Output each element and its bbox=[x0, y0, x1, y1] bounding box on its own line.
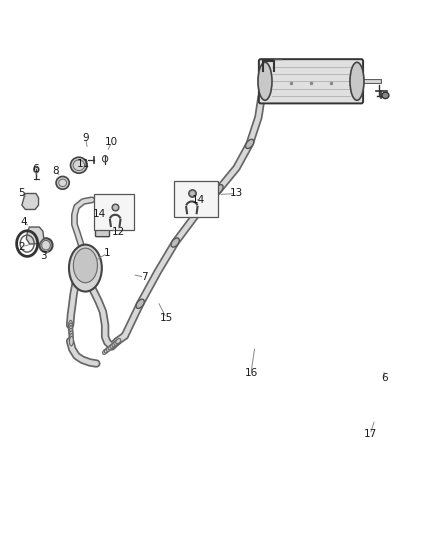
Ellipse shape bbox=[110, 343, 115, 348]
Ellipse shape bbox=[42, 240, 50, 250]
Text: 14: 14 bbox=[93, 209, 106, 219]
Ellipse shape bbox=[69, 334, 73, 343]
Ellipse shape bbox=[69, 323, 73, 333]
Ellipse shape bbox=[73, 248, 97, 282]
Text: 3: 3 bbox=[40, 251, 47, 261]
Text: 12: 12 bbox=[112, 227, 125, 237]
Ellipse shape bbox=[69, 326, 73, 335]
Ellipse shape bbox=[246, 139, 254, 149]
Text: 17: 17 bbox=[364, 430, 377, 439]
Text: 7: 7 bbox=[141, 272, 148, 282]
Text: 11: 11 bbox=[77, 159, 90, 169]
FancyBboxPatch shape bbox=[95, 225, 110, 237]
Text: 15: 15 bbox=[160, 313, 173, 323]
Ellipse shape bbox=[59, 179, 67, 187]
Polygon shape bbox=[26, 227, 44, 244]
Polygon shape bbox=[22, 193, 39, 209]
Ellipse shape bbox=[69, 328, 73, 338]
Ellipse shape bbox=[69, 245, 102, 292]
Ellipse shape bbox=[56, 176, 69, 189]
Text: 5: 5 bbox=[18, 188, 25, 198]
Ellipse shape bbox=[116, 338, 121, 344]
Ellipse shape bbox=[102, 349, 108, 354]
Text: 1: 1 bbox=[104, 248, 111, 258]
Text: 16: 16 bbox=[244, 368, 258, 378]
Ellipse shape bbox=[171, 238, 179, 247]
Ellipse shape bbox=[114, 340, 119, 345]
Ellipse shape bbox=[69, 336, 74, 346]
Text: 13: 13 bbox=[230, 189, 243, 198]
Ellipse shape bbox=[39, 238, 53, 252]
Text: 10: 10 bbox=[105, 138, 118, 147]
Text: 9: 9 bbox=[82, 133, 89, 142]
FancyBboxPatch shape bbox=[94, 194, 134, 230]
Ellipse shape bbox=[104, 348, 110, 353]
Ellipse shape bbox=[215, 184, 223, 194]
Ellipse shape bbox=[69, 331, 73, 341]
FancyBboxPatch shape bbox=[174, 181, 218, 217]
Ellipse shape bbox=[258, 62, 272, 100]
Ellipse shape bbox=[136, 299, 144, 309]
FancyBboxPatch shape bbox=[259, 59, 363, 103]
Text: 14: 14 bbox=[191, 195, 205, 205]
Ellipse shape bbox=[350, 62, 364, 100]
Ellipse shape bbox=[382, 92, 389, 99]
Ellipse shape bbox=[106, 346, 111, 351]
Text: 6: 6 bbox=[381, 374, 388, 383]
Text: 8: 8 bbox=[52, 166, 59, 175]
Ellipse shape bbox=[68, 320, 73, 330]
Ellipse shape bbox=[108, 345, 113, 350]
Text: 6: 6 bbox=[32, 165, 39, 174]
Text: 2: 2 bbox=[18, 242, 25, 252]
Text: 4: 4 bbox=[21, 217, 28, 227]
Ellipse shape bbox=[112, 342, 117, 347]
Ellipse shape bbox=[71, 157, 87, 173]
Ellipse shape bbox=[73, 160, 85, 171]
